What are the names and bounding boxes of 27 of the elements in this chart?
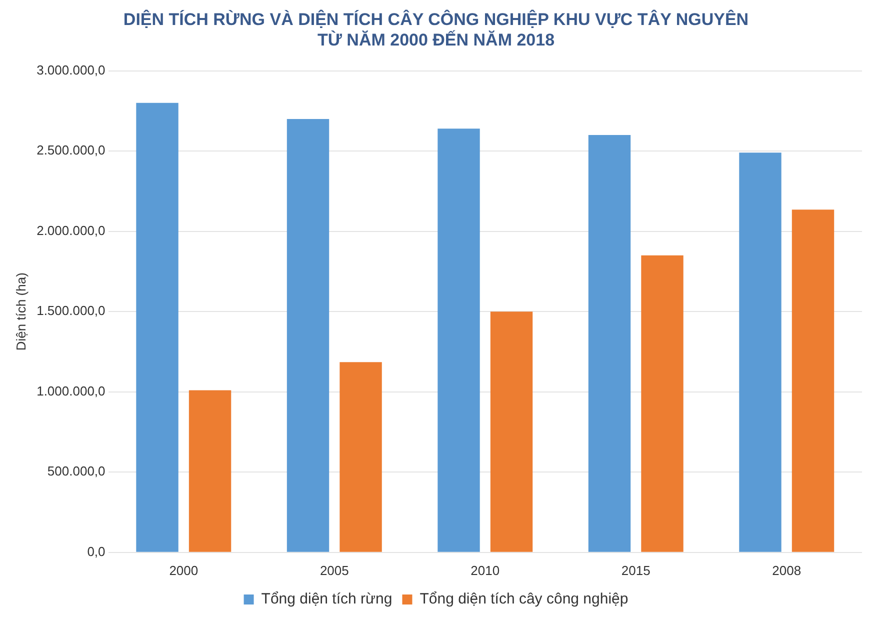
bar [136, 102, 178, 552]
x-tick-label: 2000 [169, 562, 198, 578]
x-tick-label: 2010 [470, 562, 500, 578]
legend-label: Tổng diện tích rừng [261, 590, 392, 608]
y-tick-label: 1.500.000,0 [36, 303, 106, 318]
bar [641, 255, 684, 552]
legend-label: Tổng diện tích cây công nghiệp [420, 590, 628, 608]
y-tick-label: 2.000.000,0 [36, 222, 106, 238]
bar [490, 312, 533, 552]
x-tick-label: 2005 [320, 562, 349, 578]
y-tick-label: 3.000.000,0 [36, 62, 106, 78]
bar [188, 390, 232, 552]
bar [588, 135, 631, 552]
bar [286, 118, 330, 552]
text: DIỆN TÍCH RỪNG VÀ DIỆN TÍCH CÂY CÔNG NGHIỆP KHU VỰC TÂY NGUYÊN [123, 10, 749, 29]
y-axis-title: Diện tích (ha) [13, 272, 28, 351]
y-tick-label: 2.500.000,0 [36, 142, 106, 158]
bar [438, 128, 480, 552]
y-tick-label: 0,0 [87, 544, 106, 559]
bar [340, 362, 382, 552]
text: TỪ NĂM 2000 ĐẾN NĂM 2018 [317, 30, 555, 50]
y-tick-label: 500.000,0 [47, 464, 106, 479]
bar [739, 152, 782, 552]
x-tick-label: 2008 [772, 562, 802, 578]
bar [792, 210, 834, 552]
x-tick-label: 2015 [621, 562, 650, 578]
y-tick-label: 1.000.000,0 [36, 383, 106, 398]
